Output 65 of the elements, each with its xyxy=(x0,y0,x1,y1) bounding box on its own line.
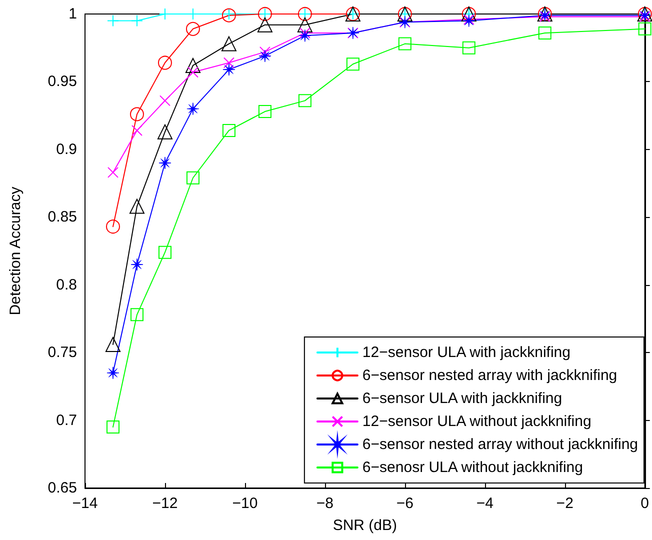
point xyxy=(298,29,312,42)
point xyxy=(131,124,142,136)
point xyxy=(187,66,198,78)
x-tick-label: −2 xyxy=(556,495,574,512)
point xyxy=(297,17,312,32)
point xyxy=(398,37,412,50)
x-tick-label: −6 xyxy=(396,495,414,512)
point xyxy=(130,258,144,271)
point xyxy=(298,94,312,108)
y-tick-label: 1 xyxy=(68,6,77,22)
x-tick-label: −10 xyxy=(232,495,258,512)
point xyxy=(130,14,143,27)
legend-label: 6−senosr ULA without jackknifing xyxy=(362,459,583,476)
y-tick-label: 0.7 xyxy=(56,412,77,429)
point xyxy=(106,420,120,434)
y-tick-label: 0.65 xyxy=(48,480,77,496)
y-axis-title: Detection Accuracy xyxy=(7,186,24,316)
x-tick-label: 0 xyxy=(640,495,649,512)
point xyxy=(129,198,144,214)
point xyxy=(258,105,272,118)
x-axis-title: SNR (dB) xyxy=(332,517,398,534)
y-tick-label: 0.95 xyxy=(48,73,77,90)
point xyxy=(462,14,476,28)
point xyxy=(223,57,234,68)
point xyxy=(158,56,172,70)
legend-label: 12−sensor ULA without jackknifing xyxy=(362,413,592,430)
point xyxy=(107,166,118,178)
point xyxy=(222,124,236,137)
point xyxy=(106,14,119,27)
point xyxy=(130,308,144,322)
point xyxy=(158,156,172,170)
point xyxy=(186,102,200,116)
legend-label: 12−sensor ULA with jackknifing xyxy=(362,344,570,361)
point xyxy=(259,46,270,58)
point xyxy=(185,58,200,73)
point xyxy=(538,26,552,40)
point xyxy=(258,50,272,62)
legend-label: 6−sensor nested array with jackknifing xyxy=(362,367,618,384)
point xyxy=(257,17,272,32)
point xyxy=(130,107,144,122)
x-tick-label: −8 xyxy=(316,495,334,512)
point xyxy=(462,41,476,54)
x-tick-label: −4 xyxy=(476,495,494,512)
x-tick-label: −12 xyxy=(152,495,178,512)
point xyxy=(106,366,120,380)
point xyxy=(221,36,236,52)
point xyxy=(157,124,172,140)
point xyxy=(222,8,236,22)
legend-label: 6−sensor ULA with jackknifing xyxy=(362,390,562,407)
point xyxy=(186,171,200,184)
point xyxy=(105,336,120,352)
point xyxy=(186,22,200,36)
point xyxy=(638,22,652,36)
y-tick-label: 0.85 xyxy=(48,208,77,226)
point xyxy=(222,63,236,76)
point xyxy=(158,246,172,259)
y-tick-label: 0.9 xyxy=(56,140,77,158)
point xyxy=(106,220,120,234)
legend-label: 6−sensor nested array without jackknifing xyxy=(362,436,638,453)
point xyxy=(346,58,360,71)
y-tick-label: 0.75 xyxy=(48,344,77,362)
y-tick-label: 0.8 xyxy=(56,276,77,294)
x-tick-label: −14 xyxy=(72,495,98,512)
point xyxy=(299,27,310,38)
point xyxy=(159,95,170,106)
